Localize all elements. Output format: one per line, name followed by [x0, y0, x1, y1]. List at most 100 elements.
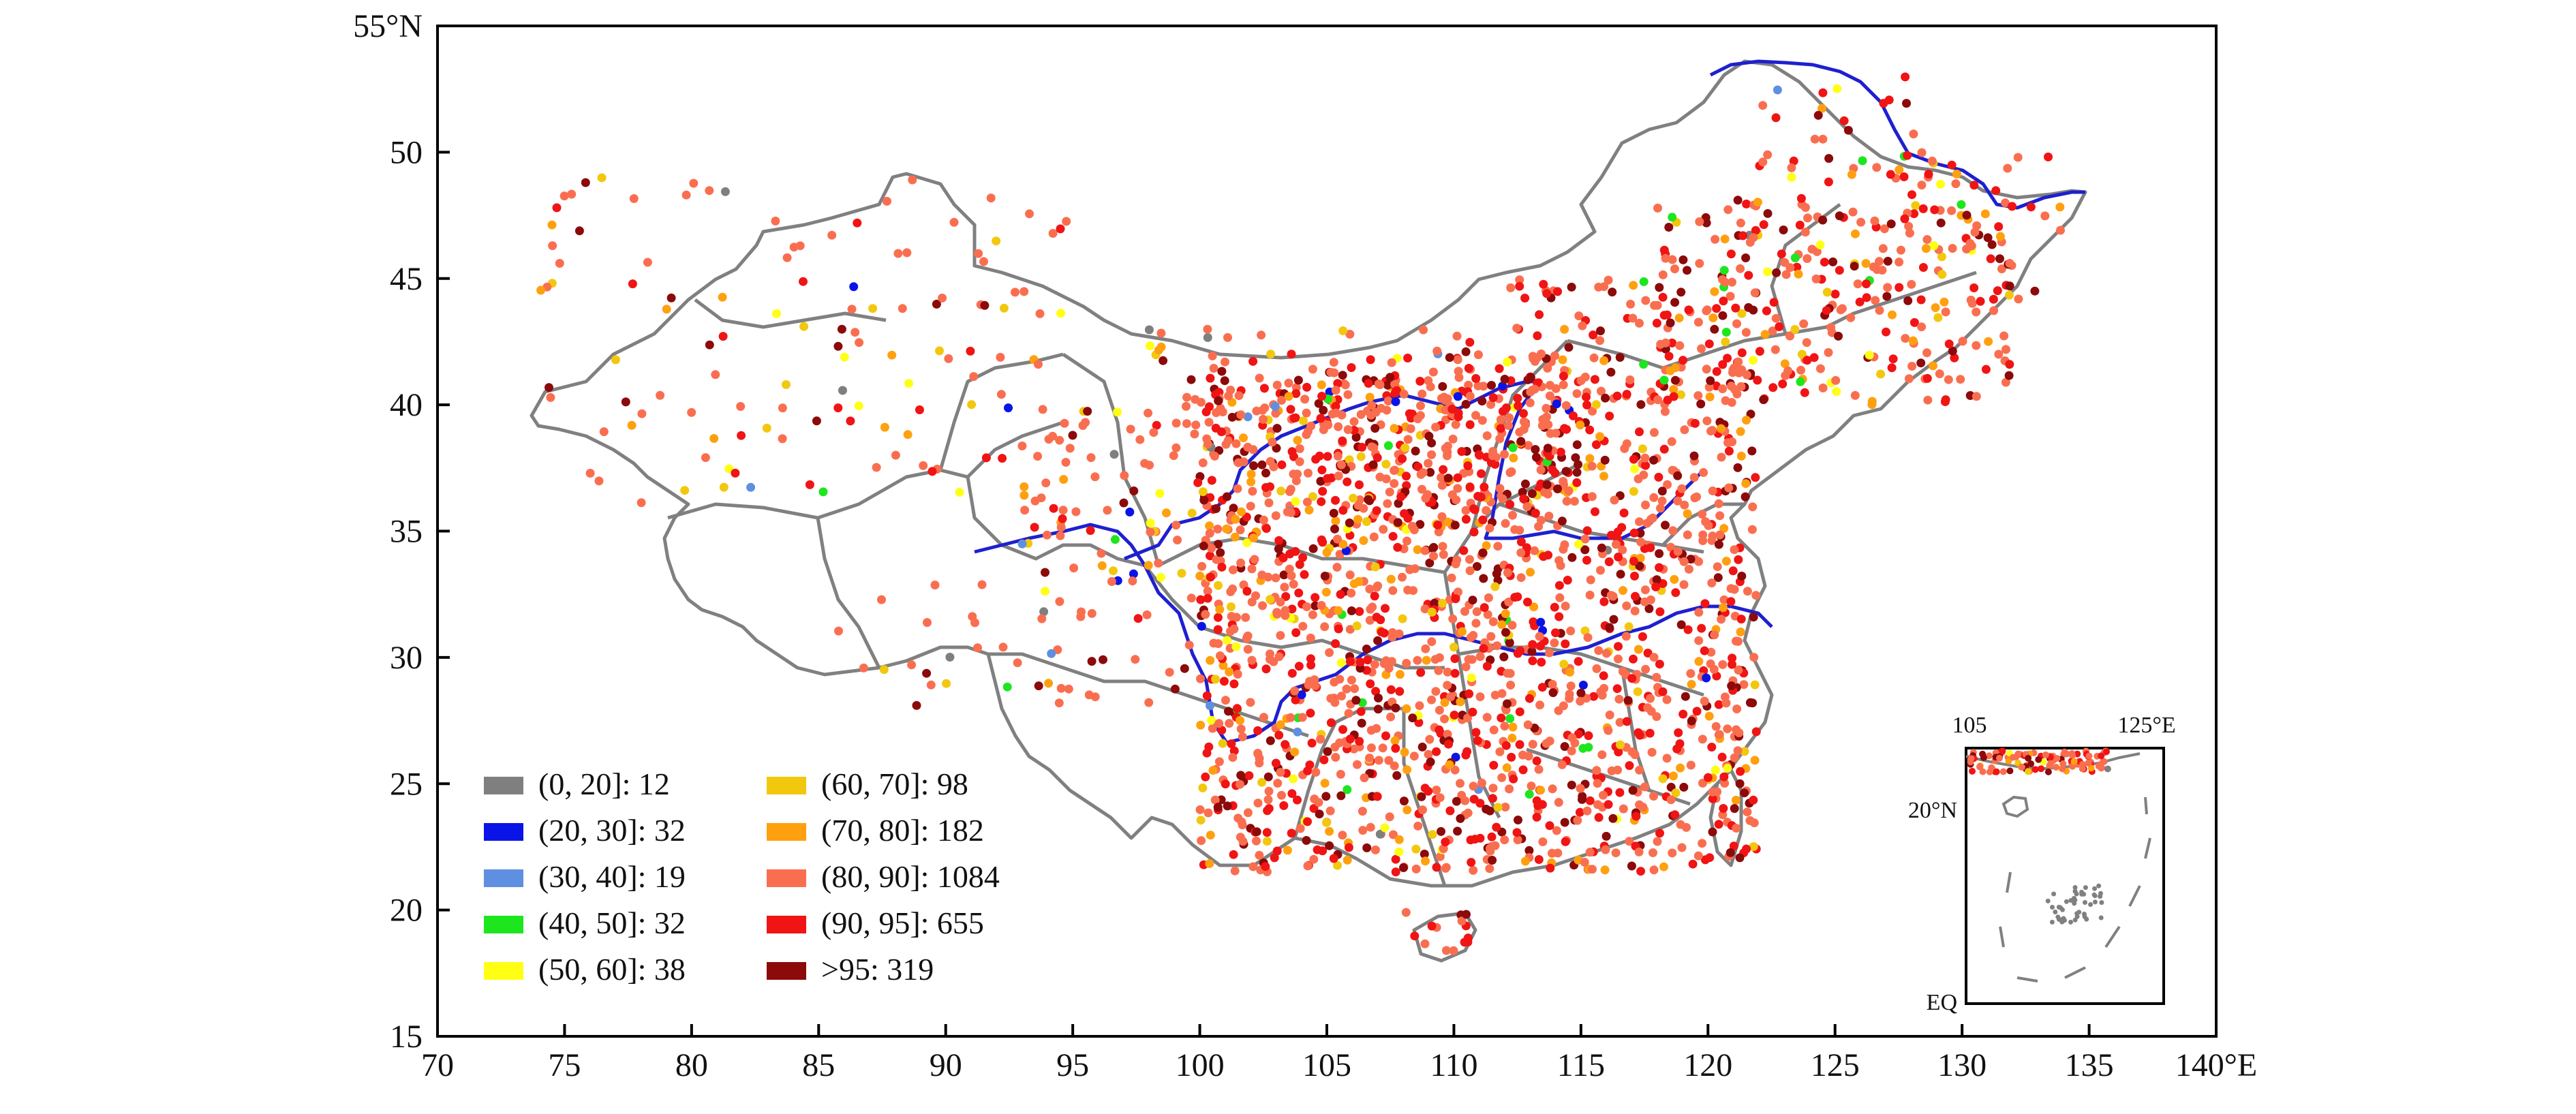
station-marker — [1796, 377, 1805, 386]
station-marker — [1420, 939, 1430, 948]
station-marker — [1605, 710, 1614, 720]
station-marker — [1334, 471, 1343, 480]
station-marker — [1567, 780, 1576, 790]
station-marker — [1019, 482, 1029, 491]
station-marker — [1641, 664, 1651, 674]
station-marker — [1699, 468, 1708, 477]
station-marker — [1331, 386, 1340, 395]
station-marker — [1379, 525, 1388, 534]
station-marker — [1548, 784, 1557, 794]
station-marker — [599, 427, 609, 437]
station-marker — [1505, 499, 1515, 509]
station-marker — [908, 175, 917, 185]
station-marker — [1818, 104, 1826, 113]
station-marker — [1333, 452, 1343, 461]
station-marker — [1652, 712, 1661, 722]
station-marker — [1629, 281, 1638, 290]
station-marker — [1291, 695, 1300, 705]
station-marker — [1770, 345, 1780, 354]
inset-island — [2049, 919, 2055, 925]
station-marker — [1217, 726, 1227, 735]
station-marker — [1445, 353, 1454, 362]
station-marker — [1355, 664, 1365, 673]
station-marker — [1331, 753, 1340, 762]
station-marker — [1497, 620, 1507, 630]
station-marker — [1477, 469, 1486, 478]
station-marker — [681, 190, 691, 200]
station-marker — [1501, 628, 1510, 637]
station-marker — [1956, 375, 1965, 384]
station-marker — [1875, 257, 1884, 266]
station-marker — [1668, 526, 1678, 536]
station-marker — [1271, 573, 1281, 583]
station-marker — [1712, 304, 1721, 313]
station-marker — [1345, 330, 1355, 339]
station-marker — [1787, 163, 1796, 172]
station-marker — [1762, 306, 1771, 315]
station-marker — [1409, 586, 1418, 595]
station-marker — [1513, 394, 1522, 403]
station-marker — [1316, 476, 1325, 486]
station-marker — [1707, 743, 1717, 752]
legend-label: (0, 20]: 12 — [538, 767, 670, 801]
station-marker — [1626, 299, 1636, 309]
station-marker — [1238, 732, 1247, 741]
station-marker — [1300, 394, 1310, 404]
station-marker — [1402, 765, 1412, 775]
station-marker — [1695, 217, 1704, 226]
station-marker — [1870, 216, 1880, 226]
station-marker — [1613, 654, 1623, 664]
station-marker — [2001, 377, 2010, 387]
station-marker — [1224, 707, 1233, 716]
station-marker — [1658, 774, 1668, 784]
station-marker — [1644, 604, 1654, 613]
station-marker — [974, 249, 983, 258]
station-marker — [1516, 437, 1526, 446]
station-marker — [1604, 800, 1613, 809]
station-marker — [1576, 784, 1585, 793]
station-marker — [1109, 450, 1119, 459]
station-marker — [1828, 257, 1838, 266]
station-marker — [1611, 848, 1621, 858]
station-marker — [1274, 536, 1284, 545]
inset-top-left-label: 105 — [1952, 713, 1987, 738]
station-marker — [1446, 692, 1456, 702]
station-marker — [1309, 854, 1319, 864]
station-marker — [1702, 416, 1712, 426]
inset-station-marker — [2085, 759, 2092, 767]
station-marker — [1439, 844, 1448, 854]
inset-island — [2045, 898, 2051, 903]
station-marker — [1263, 795, 1273, 805]
station-marker — [1721, 328, 1731, 337]
station-marker — [1281, 610, 1290, 620]
station-marker — [1965, 238, 1975, 248]
station-marker — [1652, 672, 1661, 682]
station-marker — [1614, 747, 1623, 757]
station-marker — [1287, 829, 1296, 838]
station-marker — [1351, 696, 1361, 705]
station-marker — [1401, 908, 1411, 917]
station-marker — [1523, 598, 1532, 607]
station-marker — [1666, 795, 1676, 805]
station-marker — [1667, 437, 1676, 446]
station-marker — [1916, 295, 1926, 305]
station-marker — [1654, 472, 1663, 482]
station-marker — [1355, 480, 1364, 489]
station-marker — [1558, 355, 1567, 365]
station-marker — [1669, 385, 1678, 394]
station-marker — [1503, 568, 1512, 578]
station-marker — [1462, 747, 1472, 756]
station-marker — [1345, 570, 1355, 580]
station-marker — [1636, 400, 1646, 409]
station-marker — [1675, 341, 1685, 350]
station-marker — [1325, 826, 1334, 836]
station-marker — [1895, 165, 1904, 174]
inset-station-marker — [2059, 760, 2067, 767]
station-marker — [998, 454, 1007, 463]
station-marker — [1359, 504, 1368, 513]
station-marker — [1803, 254, 1812, 263]
station-marker — [1510, 593, 1520, 602]
station-marker — [1386, 685, 1396, 694]
station-marker — [1083, 407, 1092, 416]
station-marker — [1272, 424, 1282, 433]
